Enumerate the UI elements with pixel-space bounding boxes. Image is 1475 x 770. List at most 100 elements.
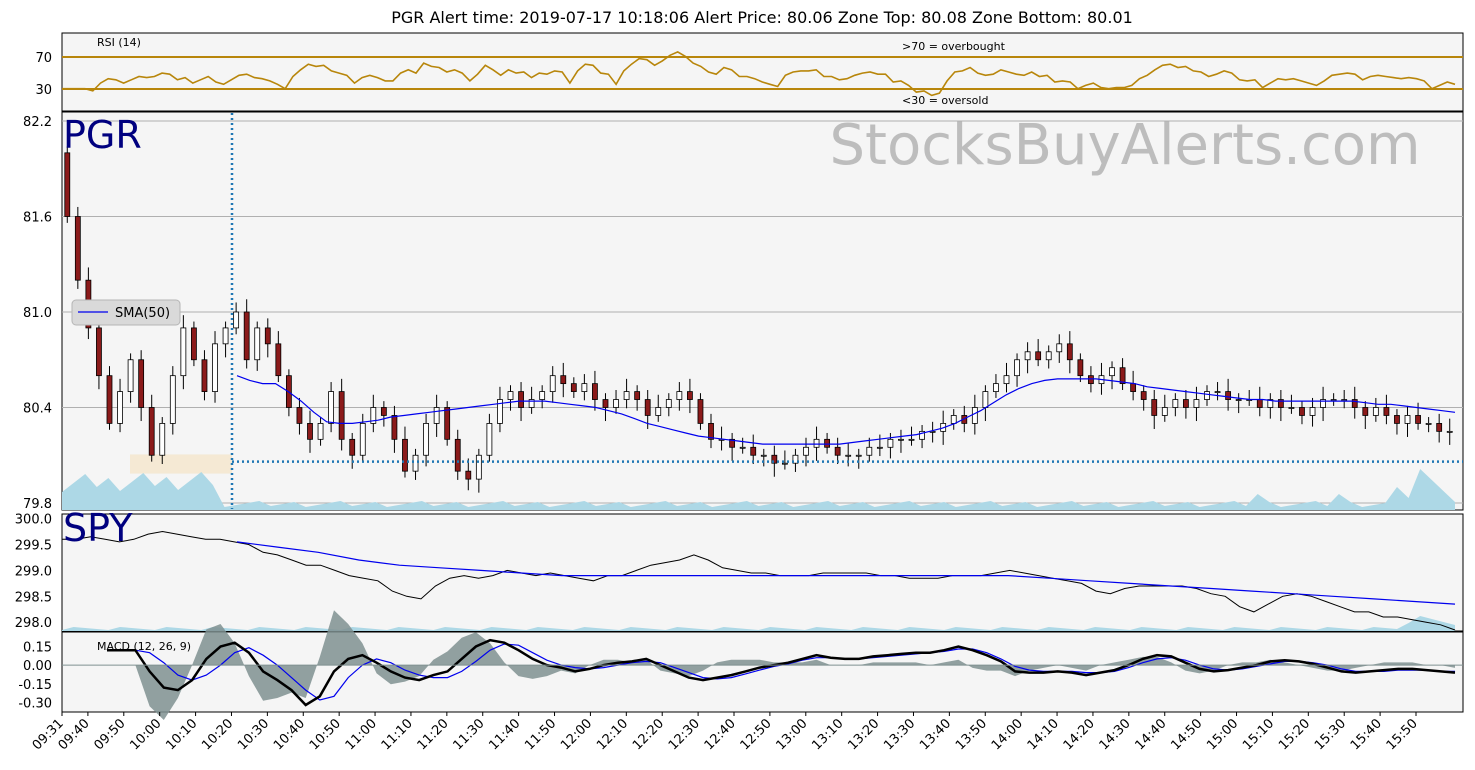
candle-body (138, 359, 145, 408)
candle-body (497, 399, 503, 424)
candle-body (159, 423, 166, 456)
macd-title: MACD (12, 26, 9) (97, 640, 191, 653)
x-tick-label: 13:30 (881, 716, 918, 753)
macd-panel: 0.15 0.00 -0.15 -0.30 MACD (12, 26, 9) (18, 610, 1464, 720)
candle-body (275, 343, 282, 377)
candle-body (560, 375, 567, 385)
candle-body (676, 391, 683, 400)
candle-body (813, 438, 820, 448)
candle-body (359, 423, 366, 456)
candle-body (1119, 367, 1126, 385)
candle-body (444, 407, 451, 440)
candle-body (771, 454, 778, 464)
macd-ytick-label: -0.30 (18, 697, 52, 712)
candle-body (1003, 375, 1010, 385)
x-tick-label: 10:20 (199, 716, 236, 753)
x-tick-label: 15:20 (1276, 716, 1313, 753)
x-tick-label: 13:20 (845, 716, 882, 753)
candle-body (338, 391, 345, 440)
candle-body (592, 383, 598, 400)
candle-body (792, 454, 799, 464)
legend-sma-label: SMA(50) (115, 306, 170, 321)
x-tick-label: 15:00 (1204, 716, 1241, 753)
pgr-ytick-label: 81.6 (23, 211, 52, 226)
candle-body (1056, 343, 1063, 353)
candle-body (781, 462, 788, 465)
x-tick-label: 09:50 (92, 716, 129, 753)
rsi-overbought-note: >70 = overbought (902, 40, 1006, 53)
rsi-ytick-30: 30 (35, 83, 52, 98)
candle-body (950, 415, 957, 424)
candle-body (845, 454, 852, 457)
candle-body (518, 391, 524, 408)
spy-ytick-label: 298.0 (15, 616, 52, 631)
candle-body (1383, 407, 1390, 416)
candle-body (982, 391, 989, 408)
candle-body (180, 327, 187, 377)
chart-title: PGR Alert time: 2019-07-17 10:18:06 Aler… (391, 8, 1133, 27)
pgr-ytick-label: 79.8 (23, 497, 52, 512)
x-tick-label: 12:30 (666, 716, 703, 753)
candle-body (127, 359, 134, 392)
candle-body (528, 399, 535, 408)
candle-body (834, 446, 841, 456)
candle-body (1088, 375, 1094, 385)
x-tick-label: 10:40 (271, 716, 308, 753)
candle-body (929, 430, 936, 433)
candle-body (1214, 391, 1221, 393)
spy-panel: 300.0 299.5 299.0 298.5 298.0 SPY (15, 506, 1464, 632)
spy-ytick-label: 300.0 (15, 513, 52, 528)
candle-body (191, 327, 197, 361)
pgr-ytick-label: 81.0 (23, 306, 52, 321)
spy-ytick-label: 298.5 (15, 590, 52, 605)
candle-body (697, 399, 704, 424)
x-tick-label: 13:10 (809, 716, 846, 753)
candle-body (1109, 367, 1115, 377)
candle-body (602, 399, 609, 408)
x-tick-label: 12:00 (558, 716, 595, 753)
pgr-ytick-label: 82.2 (23, 115, 52, 130)
candle-body (423, 423, 429, 456)
candle-body (919, 430, 925, 440)
candle-body (243, 311, 250, 361)
candle-body (866, 446, 873, 456)
candle-body (1024, 351, 1031, 361)
pgr-volume-area (62, 469, 1455, 510)
candle-body (1172, 399, 1179, 408)
x-tick-label: 13:50 (953, 716, 990, 753)
candle-body (908, 438, 915, 441)
candle-body (1299, 407, 1305, 416)
x-tick-label: 15:40 (1348, 716, 1385, 753)
candle-body (370, 407, 377, 424)
candle-body (1077, 359, 1084, 377)
candle-body (750, 446, 757, 456)
macd-y-axis: 0.15 0.00 -0.15 -0.30 (18, 640, 52, 711)
candle-body (307, 423, 313, 440)
candle-body (212, 343, 218, 392)
candle-body (570, 383, 577, 392)
candle-body (971, 407, 978, 424)
x-tick-label: 15:10 (1240, 716, 1277, 753)
candle-body (739, 446, 746, 449)
macd-ytick-label: -0.15 (18, 678, 52, 693)
x-tick-label: 14:00 (989, 716, 1026, 753)
x-tick-label: 14:30 (1097, 716, 1134, 753)
spy-price-line (62, 530, 1456, 631)
candle-body (402, 438, 408, 472)
x-tick-label: 14:10 (1025, 716, 1062, 753)
candle-body (993, 383, 999, 392)
candle-body (887, 438, 894, 448)
candle-body (254, 327, 261, 361)
rsi-oversold-note: <30 = oversold (902, 94, 988, 107)
candle-body (613, 399, 619, 408)
spy-ticker-label: SPY (63, 506, 133, 550)
candle-body (581, 383, 588, 392)
candle-body (317, 423, 324, 440)
x-tick-label: 14:50 (1168, 716, 1205, 753)
candle-body (486, 423, 493, 456)
macd-ytick-label: 0.15 (23, 640, 52, 655)
candle-body (634, 391, 641, 400)
alert-zone-band (130, 454, 232, 474)
candle-body (1014, 359, 1020, 377)
